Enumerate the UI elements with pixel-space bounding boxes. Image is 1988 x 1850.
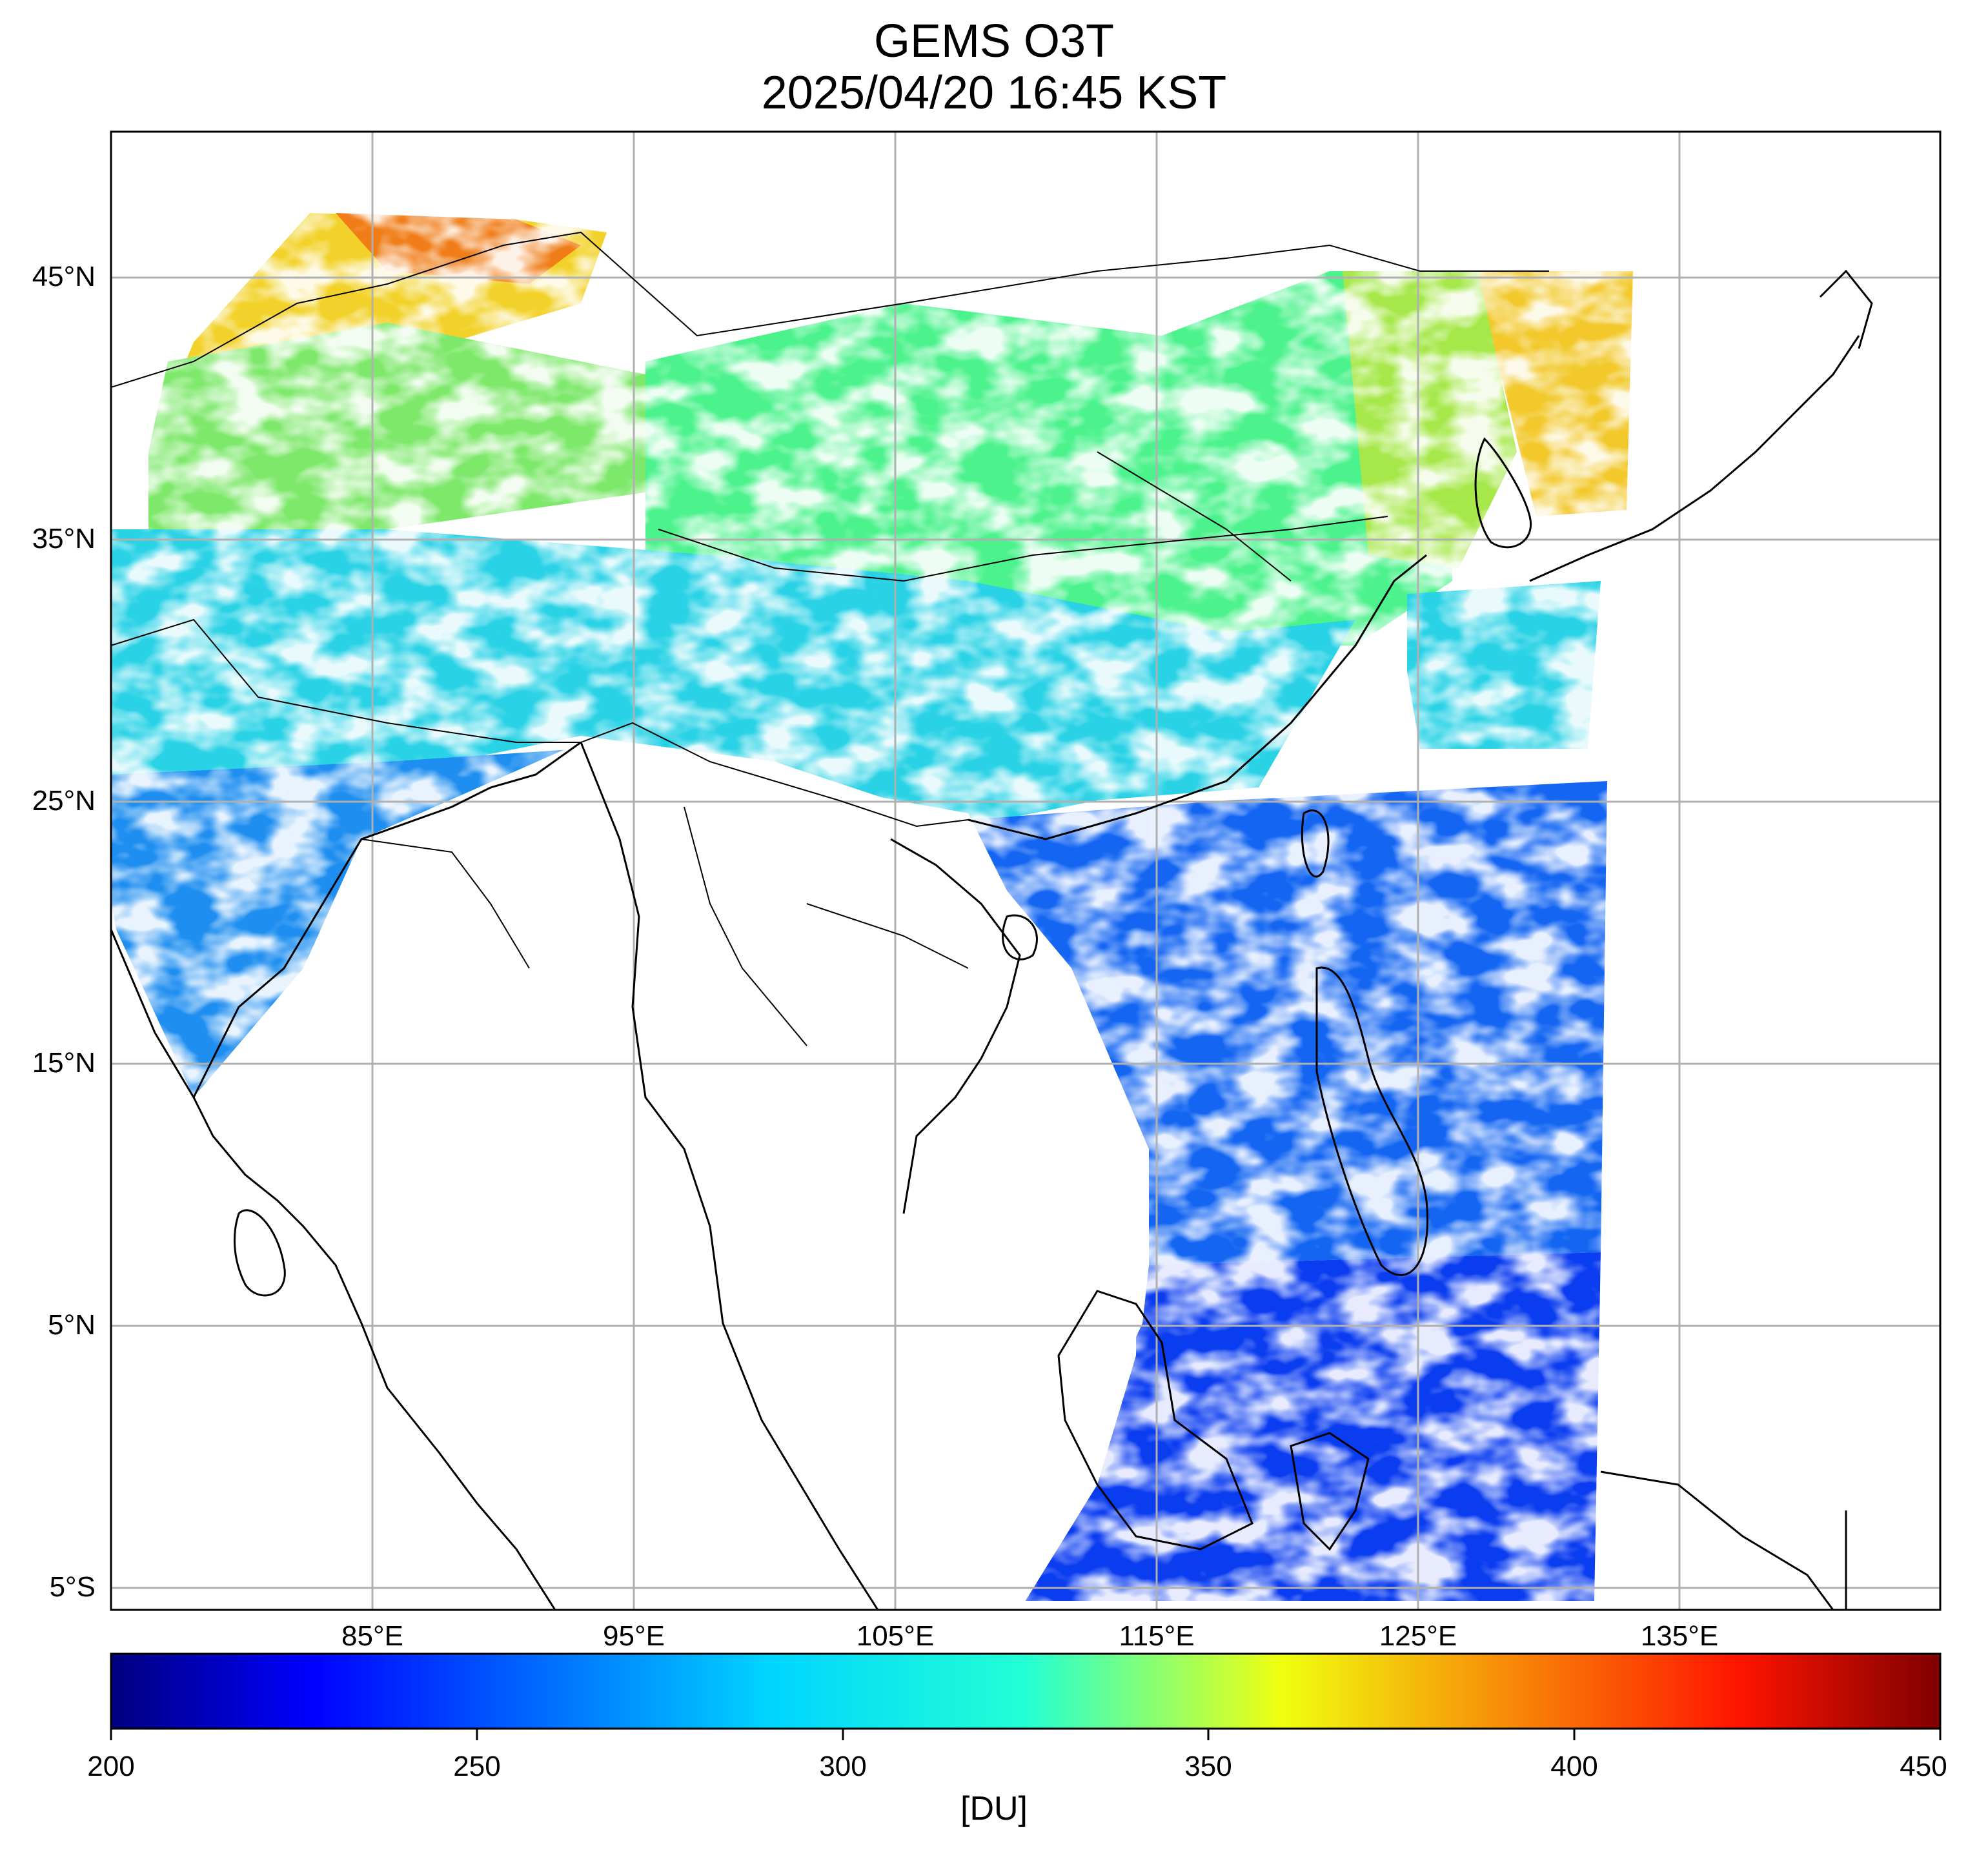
lon-label-105e: 105°E — [856, 1620, 935, 1652]
field-gap-indochina — [111, 742, 1136, 1610]
lat-label-45n: 45°N — [32, 261, 96, 292]
lat-label-15n: 15°N — [32, 1047, 96, 1079]
map-title: GEMS O3T — [873, 15, 1115, 67]
colorbar-tick-350: 350 — [1184, 1751, 1232, 1782]
lon-label-95e: 95°E — [603, 1620, 665, 1652]
lat-label-25n: 25°N — [32, 785, 96, 817]
lon-label-135e: 135°E — [1640, 1620, 1719, 1652]
colorbar — [110, 1652, 1942, 1730]
colorbar-unit-label: [DU] — [960, 1790, 1028, 1827]
borders — [110, 231, 1549, 1046]
ozone-field — [111, 132, 1940, 1610]
colorbar-tick-450: 450 — [1900, 1751, 1947, 1782]
lon-label-85e: 85°E — [341, 1620, 403, 1652]
lat-label-5n: 5°N — [48, 1309, 96, 1341]
colorbar-tick-400: 400 — [1550, 1751, 1598, 1782]
colorbar-tick-300: 300 — [819, 1751, 867, 1782]
coastlines — [110, 269, 1873, 1611]
map-subtitle: 2025/04/20 16:45 KST — [761, 67, 1227, 119]
colorbar-ticks — [110, 1729, 1942, 1740]
map-grid — [111, 132, 1940, 1610]
lon-label-115e: 115°E — [1119, 1620, 1195, 1652]
lon-label-125e: 125°E — [1379, 1620, 1457, 1652]
map-frame — [110, 130, 1942, 1611]
colorbar-tick-250: 250 — [453, 1751, 501, 1782]
colorbar-tick-200: 200 — [87, 1751, 135, 1782]
lat-label-5s: 5°S — [49, 1571, 96, 1603]
lat-label-35n: 35°N — [32, 523, 96, 554]
